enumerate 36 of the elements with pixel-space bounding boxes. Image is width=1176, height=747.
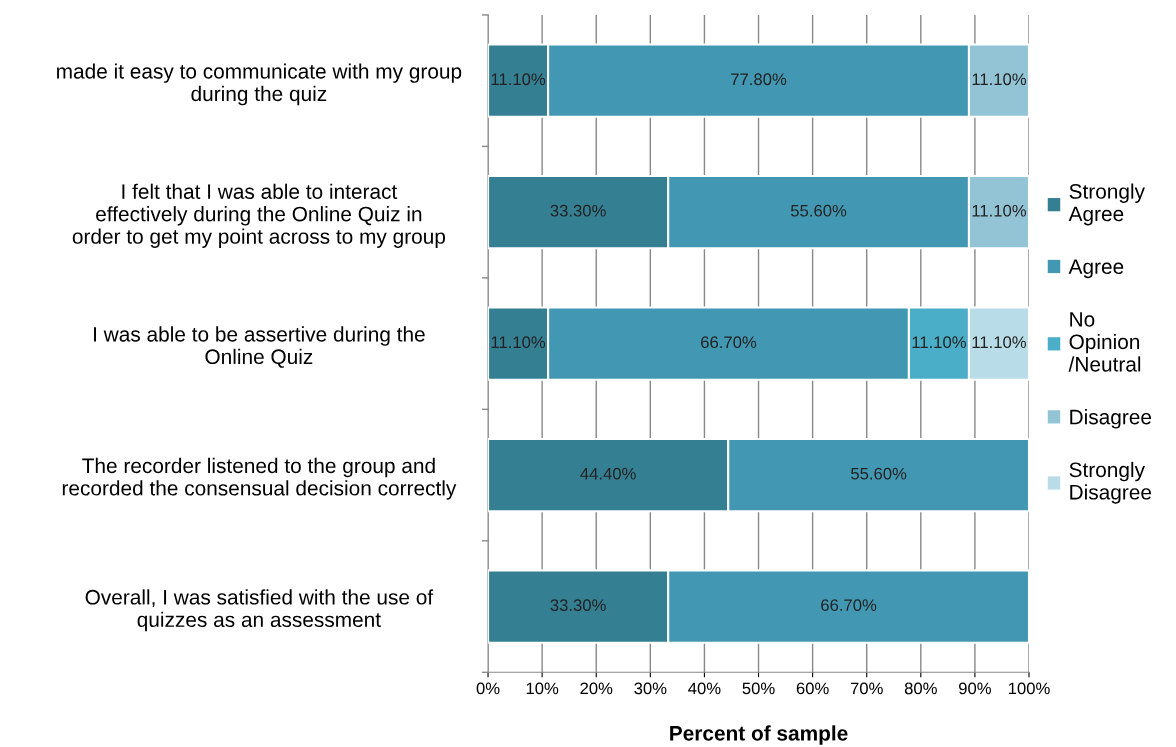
data-label: 77.80% — [731, 73, 787, 86]
data-label: 33.30% — [550, 599, 606, 612]
x-tick-label: 10% — [526, 682, 559, 695]
data-label: 33.30% — [550, 204, 606, 217]
legend-label: Disagree — [1070, 409, 1152, 429]
x-tick-label: 100% — [1008, 682, 1050, 695]
legend-label: Strongly Disagree — [1069, 461, 1152, 504]
data-label: 11.10% — [972, 73, 1027, 86]
legend-label: Strongly Agree — [1068, 183, 1145, 226]
data-label: 11.10% — [912, 336, 966, 349]
x-tick-label: 70% — [850, 682, 883, 695]
data-label: 55.60% — [851, 467, 907, 480]
data-label: 55.60% — [790, 204, 847, 217]
y-tick-label: I felt that I was able to interact effectively during the Online Quiz in order to get my point across to my group — [72, 183, 446, 248]
x-tick-label: 0% — [476, 682, 500, 695]
x-tick-label: 20% — [580, 682, 613, 695]
x-tick-label: 90% — [959, 682, 991, 695]
data-label: 11.10% — [491, 73, 546, 86]
legend-label: No Opinion /Neutral — [1068, 312, 1141, 372]
data-label: 11.10% — [972, 204, 1027, 217]
data-label: 66.70% — [701, 336, 757, 349]
x-tick-label: 80% — [904, 682, 937, 695]
data-label: 11.10% — [491, 336, 546, 349]
x-tick-label: 50% — [742, 682, 775, 695]
y-tick-label: I was able to be assertive during the Online Quiz — [94, 326, 425, 368]
x-axis-title: Percent of sample — [670, 725, 848, 745]
data-label: 44.40% — [580, 467, 636, 480]
legend-label: Agree — [1068, 259, 1124, 279]
data-label: 66.70% — [821, 599, 877, 612]
x-tick-label: 40% — [688, 682, 721, 695]
y-tick-label: Overall, I was satisfied with the use of quizzes as an assessment — [85, 589, 434, 632]
x-tick-label: 30% — [634, 682, 667, 695]
y-tick-label: The recorder listened to the group and recorded the consensual decision correctly — [62, 457, 457, 500]
x-tick-label: 60% — [796, 682, 829, 695]
data-label: 11.10% — [972, 336, 1027, 349]
y-tick-label: made it easy to communicate with my group during the quiz — [57, 63, 462, 106]
